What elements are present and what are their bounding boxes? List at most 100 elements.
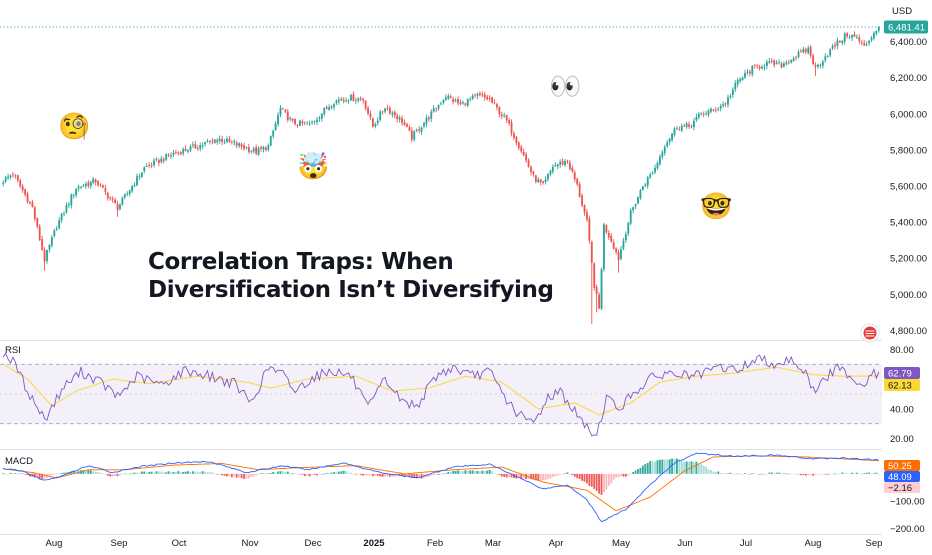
- candle: [461, 100, 464, 105]
- candle: [513, 131, 515, 141]
- macd-hist-bar: [841, 472, 844, 474]
- macd-hist-bar: [308, 473, 311, 477]
- candle-body: [189, 146, 192, 151]
- candle: [809, 45, 812, 59]
- candle-body: [401, 118, 404, 123]
- candle: [306, 121, 309, 125]
- rsi-value-badge: [884, 366, 920, 379]
- candle-body: [651, 172, 654, 174]
- candle: [131, 184, 134, 193]
- candle-body: [126, 193, 129, 195]
- candle: [31, 200, 34, 208]
- candle: [408, 125, 411, 132]
- candle: [807, 45, 810, 55]
- macd-hist-bar: [435, 473, 438, 475]
- candle-body: [313, 121, 316, 122]
- candle: [367, 105, 369, 116]
- candle-body: [38, 226, 41, 241]
- candle-body: [505, 115, 508, 121]
- headline-line-1: Correlation Traps: When: [148, 249, 454, 275]
- candle: [517, 141, 520, 151]
- candle-body: [138, 176, 141, 178]
- candle: [751, 65, 754, 77]
- candle-body: [474, 94, 476, 96]
- candle-body: [111, 198, 114, 200]
- macd-hist-bar: [615, 473, 618, 478]
- macd-hist-bar: [442, 473, 445, 475]
- macd-value-label: 50.25: [888, 461, 912, 472]
- candle-body: [16, 175, 19, 181]
- macd-hist-bar: [272, 471, 275, 474]
- macd-hist-bar: [36, 473, 39, 478]
- candle: [46, 249, 48, 264]
- macd-hist-bar: [123, 473, 126, 475]
- candle-body: [396, 115, 399, 120]
- macd-hist-bar: [469, 470, 472, 474]
- macd-hist-bar: [72, 471, 75, 474]
- candle-body: [328, 107, 331, 110]
- macd-hist-bar: [829, 473, 832, 475]
- candle: [644, 182, 647, 188]
- candle-body: [72, 194, 75, 196]
- candle-body: [379, 111, 382, 120]
- candle-body: [710, 108, 712, 112]
- candle: [649, 172, 652, 179]
- macd-hist-bar: [213, 473, 216, 475]
- candle: [671, 132, 673, 143]
- candle: [330, 104, 333, 110]
- candle: [496, 102, 498, 111]
- candle-body: [92, 178, 95, 183]
- macd-hist-bar: [644, 464, 647, 474]
- candle-body: [330, 106, 333, 108]
- candle: [264, 146, 267, 152]
- macd-hist-bar: [82, 470, 85, 474]
- macd-hist-bar: [476, 470, 479, 474]
- macd-hist-bar: [724, 473, 727, 474]
- candle-body: [790, 60, 793, 63]
- macd-line: [3, 452, 880, 523]
- candle: [498, 106, 501, 118]
- macd-hist-bar: [267, 473, 270, 474]
- candle: [466, 98, 469, 108]
- candle-body: [415, 129, 418, 131]
- macd-hist-bar: [639, 467, 642, 474]
- macd-hist-bar: [155, 471, 158, 474]
- candle-body: [566, 160, 569, 162]
- candle: [150, 162, 153, 168]
- macd-hist-bar: [466, 470, 469, 474]
- candle: [157, 158, 160, 167]
- candle-body: [768, 61, 771, 63]
- macd-hist-bar: [296, 473, 299, 475]
- candle-body: [153, 160, 155, 166]
- candle-body: [77, 186, 80, 189]
- macd-hist-bar: [177, 471, 180, 474]
- macd-hist-bar: [140, 471, 143, 474]
- macd-hist-bar: [262, 473, 265, 474]
- macd-hist-bar: [240, 473, 243, 479]
- candle-body: [345, 100, 348, 102]
- candle-body: [834, 44, 836, 47]
- candle-body: [447, 95, 450, 99]
- macd-hist-bar: [430, 473, 433, 476]
- macd-hist-bar: [279, 471, 282, 474]
- candle: [75, 188, 78, 198]
- candle: [172, 149, 175, 158]
- candle: [138, 173, 141, 181]
- macd-hist-bar: [661, 459, 664, 474]
- macd-hist-bar: [821, 473, 824, 475]
- candle-body: [335, 100, 338, 104]
- macd-hist-bar: [617, 473, 620, 478]
- macd-hist-bar: [761, 473, 763, 475]
- candle-body: [243, 145, 245, 149]
- candle: [790, 59, 793, 64]
- candle: [700, 112, 703, 116]
- macd-hist-bar: [600, 473, 603, 495]
- candle-body: [724, 103, 727, 105]
- candle: [817, 63, 819, 69]
- candle: [14, 173, 17, 179]
- candle: [600, 267, 603, 311]
- candle: [119, 203, 121, 211]
- macd-signal-label: 48.09: [888, 472, 912, 483]
- macd-hist-bar: [206, 472, 209, 474]
